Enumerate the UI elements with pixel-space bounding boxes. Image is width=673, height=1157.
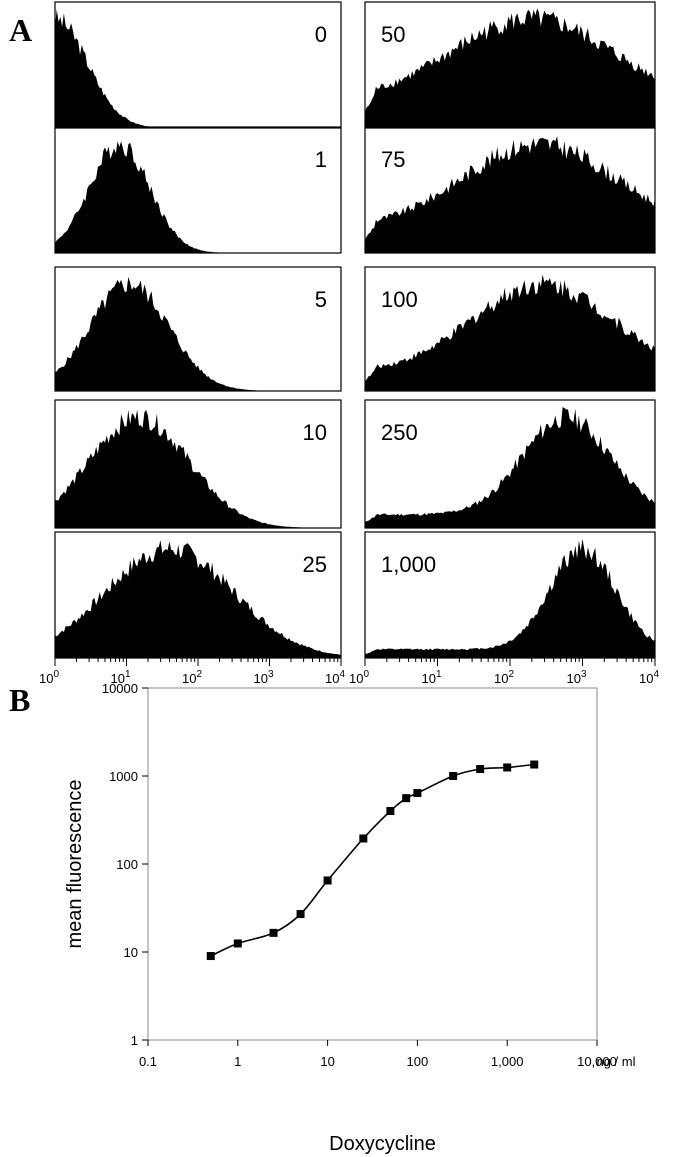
data-point-10 xyxy=(449,772,458,780)
x-tick-label: 104 xyxy=(639,669,659,686)
x-tick-exponent: 3 xyxy=(581,669,587,680)
histogram-area-1 xyxy=(55,9,341,129)
series-line xyxy=(210,763,535,957)
histogram-6: 50 xyxy=(364,1,656,129)
x-tick-exponent: 2 xyxy=(196,669,202,680)
x-unit-label: ng / ml xyxy=(596,1054,635,1069)
data-point-9 xyxy=(413,789,422,798)
histogram-label-3: 5 xyxy=(315,287,327,312)
x-tick-label: 101 xyxy=(421,669,441,686)
y-tick-label: 100 xyxy=(116,857,138,872)
data-point-12 xyxy=(503,763,512,772)
histogram-area-5 xyxy=(55,540,341,658)
histogram-label-7: 75 xyxy=(381,147,405,172)
data-point-13 xyxy=(530,760,539,769)
histogram-label-6: 50 xyxy=(381,22,405,47)
histogram-area-2 xyxy=(55,141,341,253)
x-axis-title: Doxycycline xyxy=(329,1133,436,1155)
histogram-frame-4 xyxy=(54,399,342,529)
x-tick-label: 10 xyxy=(320,1054,334,1069)
histogram-7: 75 xyxy=(364,126,656,254)
x-tick-label: 103 xyxy=(566,669,586,686)
y-tick-label: 1 xyxy=(131,1033,138,1048)
data-point-1 xyxy=(206,952,215,961)
histogram-4: 10 xyxy=(54,399,342,529)
x-tick-label: 103 xyxy=(253,669,273,686)
histogram-area-3 xyxy=(55,276,341,391)
x-tick-label: 104 xyxy=(325,669,345,686)
data-point-6 xyxy=(359,834,368,843)
data-point-2 xyxy=(233,939,242,948)
y-tick-label: 10000 xyxy=(102,681,138,696)
x-tick-exponent: 4 xyxy=(653,669,659,680)
histogram-label-8: 100 xyxy=(381,287,418,312)
x-tick-exponent: 0 xyxy=(53,669,59,680)
histogram-label-5: 25 xyxy=(303,552,327,577)
x-tick-label: 100 xyxy=(349,669,369,686)
panel-b-letter: B xyxy=(9,682,31,718)
histogram-8: 100 xyxy=(364,266,656,392)
data-point-7 xyxy=(386,807,395,816)
histogram-frame-1 xyxy=(54,1,342,129)
histogram-area-9 xyxy=(365,407,655,528)
x-tick-exponent: 1 xyxy=(436,669,442,680)
histogram-frame-6 xyxy=(364,1,656,129)
histogram-9: 250 xyxy=(364,399,656,529)
y-tick-label: 10 xyxy=(124,945,138,960)
x-tick-label: 100 xyxy=(39,669,59,686)
x-tick-label: 102 xyxy=(494,669,514,686)
x-tick-label: 1,000 xyxy=(491,1054,524,1069)
y-axis-title: mean fluorescence xyxy=(64,780,86,949)
histogram-label-2: 1 xyxy=(315,147,327,172)
histogram-area-8 xyxy=(365,274,655,391)
histogram-frame-8 xyxy=(364,266,656,392)
histogram-frame-3 xyxy=(54,266,342,392)
data-point-4 xyxy=(296,910,305,919)
x-tick-exponent: 0 xyxy=(363,669,369,680)
histogram-label-9: 250 xyxy=(381,420,418,445)
data-point-5 xyxy=(323,876,332,885)
x-tick-exponent: 4 xyxy=(339,669,345,680)
x-tick-label: 10,000 xyxy=(577,1054,617,1069)
histogram-frame-2 xyxy=(54,126,342,254)
histogram-1: 0 xyxy=(54,1,342,129)
x-tick-exponent: 3 xyxy=(268,669,274,680)
histogram-label-1: 0 xyxy=(315,22,327,47)
data-point-8 xyxy=(402,794,411,803)
x-tick-exponent: 1 xyxy=(125,669,131,680)
panel-a-x-axis-2: 100 101 102 103 104 xyxy=(349,658,659,686)
data-point-3 xyxy=(269,928,278,937)
histogram-area-6 xyxy=(365,8,655,128)
histogram-frame-7 xyxy=(364,126,656,254)
histogram-area-10 xyxy=(365,538,655,658)
x-tick-label: 102 xyxy=(182,669,202,686)
histogram-2: 1 xyxy=(54,126,342,254)
histogram-label-4: 10 xyxy=(303,420,327,445)
plot-frame xyxy=(147,687,598,1041)
histogram-label-10: 1,000 xyxy=(381,552,436,577)
x-tick-exponent: 2 xyxy=(508,669,514,680)
x-tick-label: 100 xyxy=(407,1054,429,1069)
panel-a-x-axis-1: 100 101 102 103 104 xyxy=(39,658,345,686)
data-point-11 xyxy=(476,765,485,774)
histogram-area-4 xyxy=(55,409,341,528)
histogram-frame-9 xyxy=(364,399,656,529)
panel-a-letter: A xyxy=(9,12,33,48)
histogram-area-7 xyxy=(365,136,655,253)
x-tick-label: 1 xyxy=(234,1054,241,1069)
histogram-5: 25 xyxy=(54,531,342,659)
histogram-10: 1,000 xyxy=(364,531,656,659)
histogram-3: 5 xyxy=(54,266,342,392)
x-tick-label: 0.1 xyxy=(139,1054,157,1069)
y-tick-label: 1000 xyxy=(109,769,138,784)
